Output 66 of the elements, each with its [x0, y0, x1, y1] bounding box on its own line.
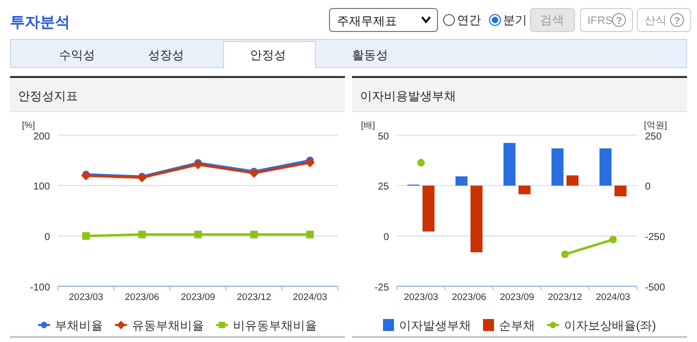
- y-axis-title: [%]: [22, 120, 36, 130]
- y-tick-label: 25: [378, 182, 390, 193]
- y-axis-title: [배]: [361, 120, 376, 130]
- chart-title: 안정성지표: [18, 89, 78, 103]
- point: [194, 230, 202, 238]
- y-tick-label: 50: [378, 131, 390, 142]
- bar: [552, 148, 564, 186]
- x-tick-label: 2023/12: [548, 292, 582, 303]
- x-tick-label: 2024/03: [596, 292, 630, 303]
- legend-label: 비유동부채비율: [233, 318, 317, 332]
- legend-label: 이자보상배율(좌): [564, 318, 656, 332]
- point: [306, 230, 314, 238]
- legend-label: 유동부채비율: [132, 318, 204, 332]
- point: [138, 230, 146, 238]
- point: [609, 236, 617, 244]
- text: 연간: [457, 13, 481, 27]
- y2-tick-label: -500: [645, 282, 666, 294]
- text: 안정성: [250, 48, 286, 62]
- y-tick-label: 0: [44, 232, 50, 243]
- text: IFRS: [588, 15, 613, 27]
- text: ?: [674, 16, 680, 27]
- point: [193, 160, 203, 170]
- x-tick-label: 2023/12: [236, 292, 272, 303]
- y-tick-label: 200: [33, 131, 50, 142]
- x-tick-label: 2024/03: [292, 292, 328, 303]
- x-tick-label: 2023/09: [180, 292, 216, 303]
- chart-title: 이자비용발생부채: [360, 89, 456, 103]
- legend-label: 부채비율: [55, 318, 103, 332]
- y-tick-label: 100: [33, 182, 50, 193]
- x-tick-label: 2023/03: [404, 292, 438, 303]
- text: 투자분석: [10, 14, 70, 31]
- point: [561, 250, 569, 258]
- x-tick-label: 2023/09: [500, 292, 534, 303]
- x-tick-label: 2023/06: [452, 292, 486, 303]
- y-tick-label: -100: [30, 282, 50, 294]
- point: [249, 168, 259, 178]
- bar: [600, 148, 612, 186]
- text: 성장성: [148, 48, 184, 62]
- bar: [422, 186, 434, 232]
- bar: [504, 142, 516, 186]
- bar: [456, 176, 468, 186]
- y2-axis-title: [억원]: [644, 120, 668, 130]
- bar: [518, 186, 530, 194]
- text: 활동성: [352, 48, 388, 62]
- point: [250, 230, 258, 238]
- point: [417, 158, 425, 166]
- x-tick-label: 2023/03: [68, 292, 104, 303]
- x-tick-label: 2023/06: [124, 292, 160, 303]
- point: [305, 158, 315, 168]
- text: 산식: [644, 15, 666, 27]
- text: 주재무제표: [337, 14, 397, 28]
- y2-tick-label: 250: [645, 131, 662, 142]
- y-tick-label: -25: [374, 282, 390, 294]
- bar: [470, 186, 482, 252]
- point: [82, 232, 90, 240]
- text: 검색: [540, 13, 564, 27]
- legend-label: 순부채: [499, 318, 535, 332]
- text: 분기: [503, 13, 527, 27]
- y-tick-label: 0: [383, 232, 390, 243]
- text: 수익성: [59, 48, 95, 62]
- y2-tick-label: 0: [645, 182, 651, 193]
- legend-label: 이자발생부채: [399, 318, 471, 332]
- bar: [566, 175, 578, 186]
- bar: [614, 186, 626, 196]
- text: ?: [616, 16, 622, 27]
- y2-tick-label: -250: [645, 232, 666, 243]
